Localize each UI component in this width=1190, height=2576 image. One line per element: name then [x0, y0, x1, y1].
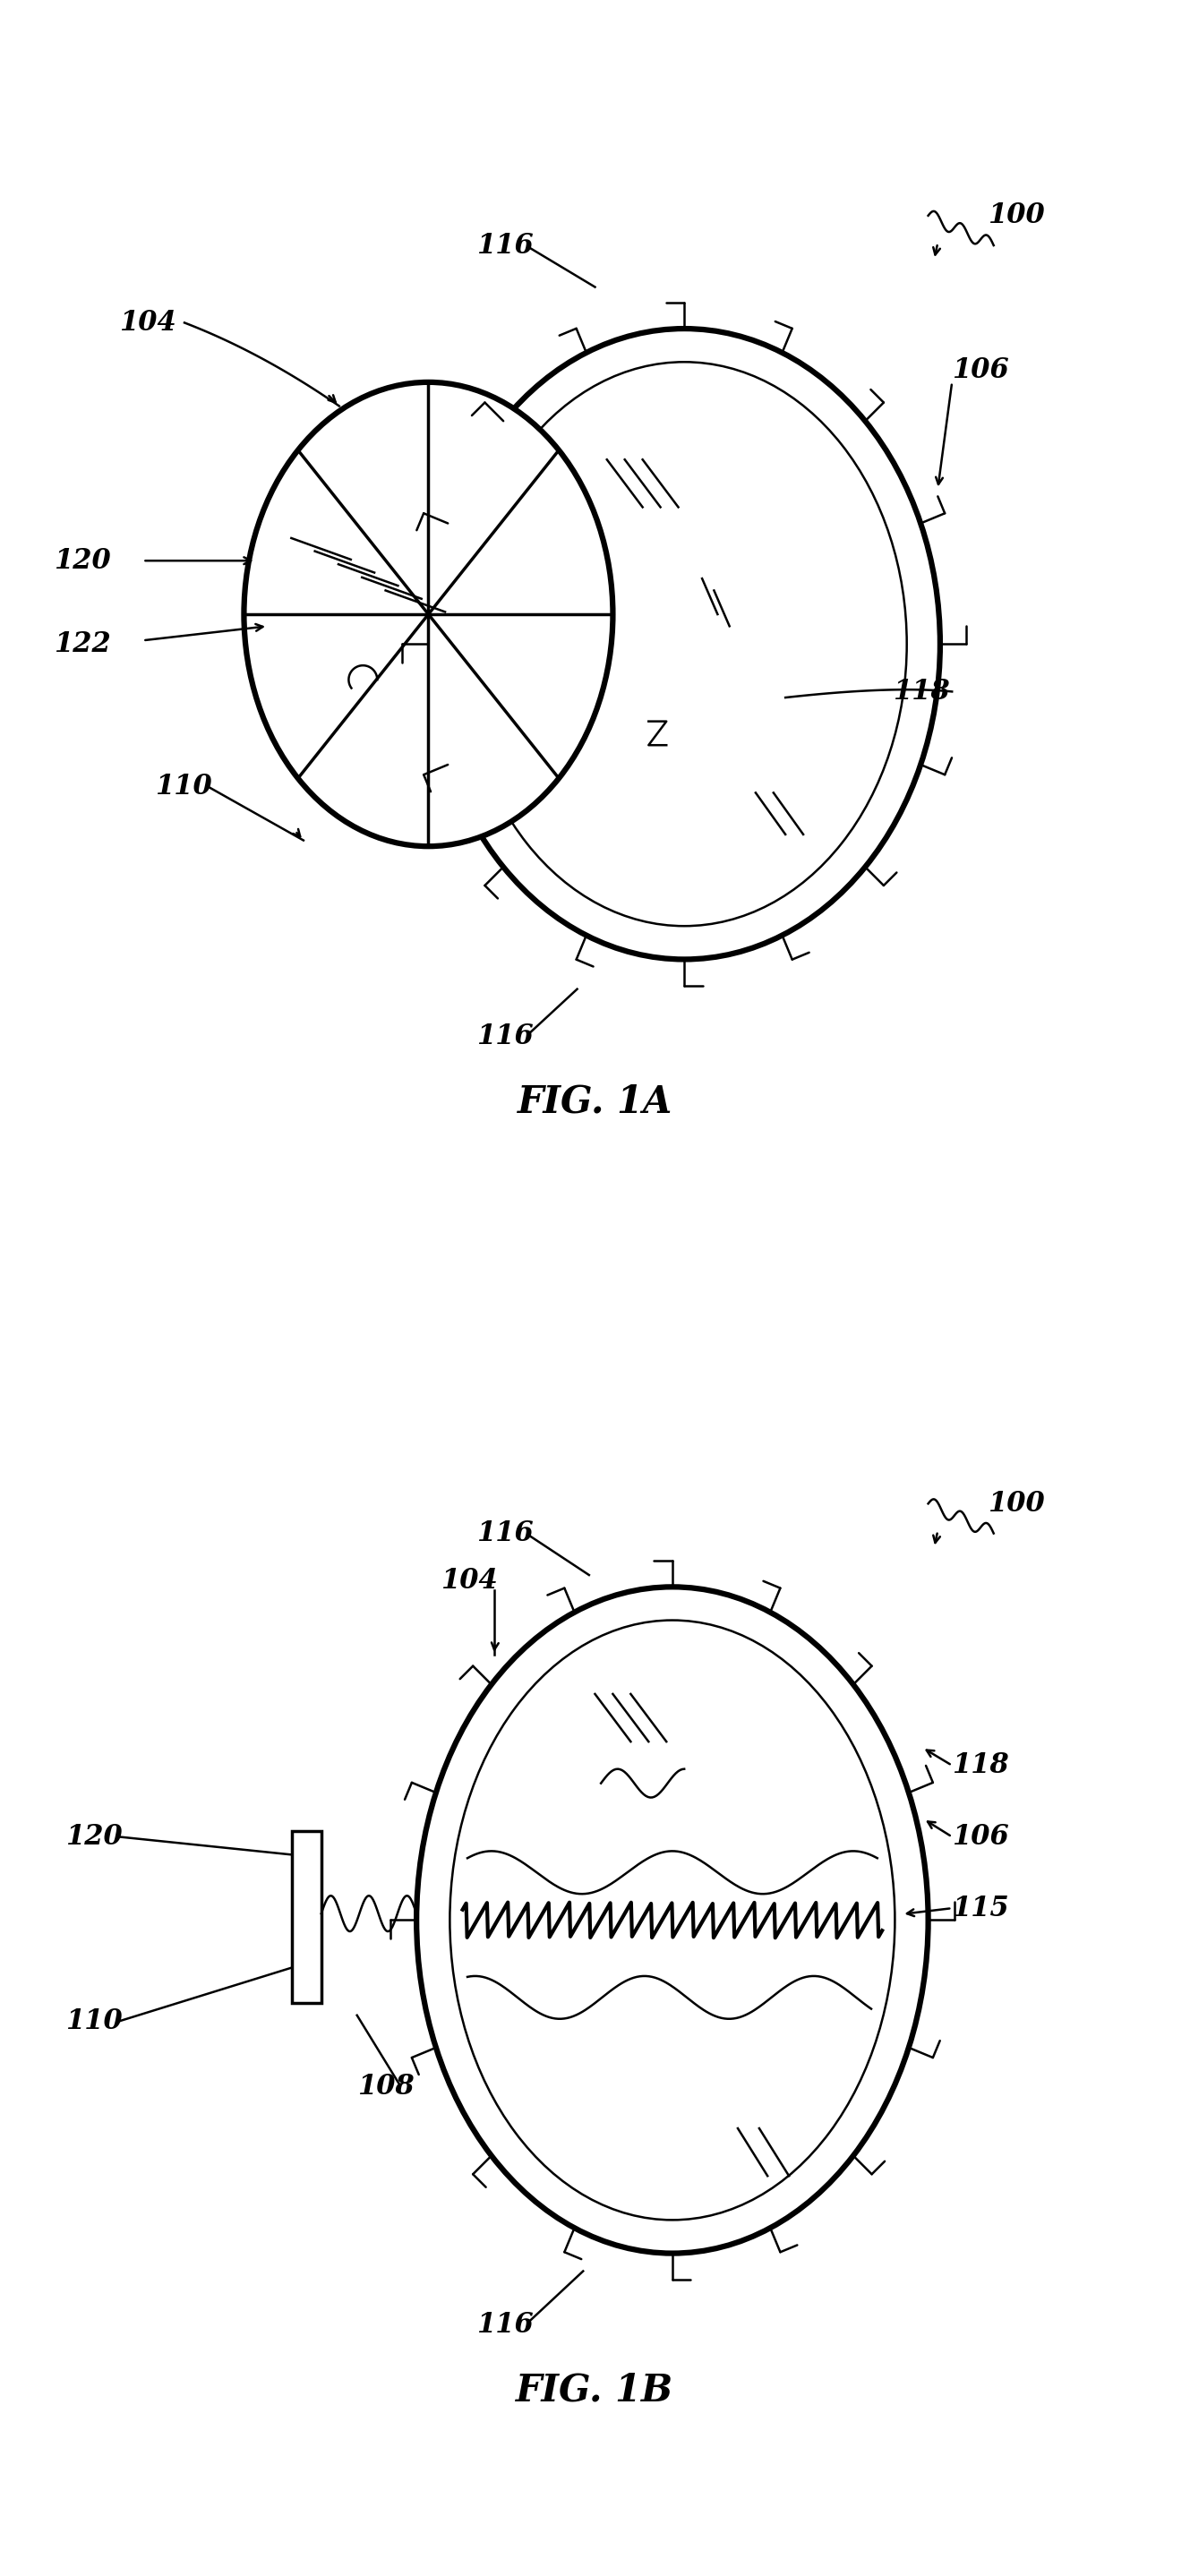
Text: FIG. 1B: FIG. 1B [516, 2372, 674, 2409]
Text: 100: 100 [988, 201, 1045, 229]
Text: 104: 104 [119, 309, 176, 337]
Text: 106: 106 [952, 1824, 1009, 1850]
Text: 118: 118 [952, 1752, 1009, 1780]
Text: 116: 116 [476, 1023, 533, 1051]
Ellipse shape [428, 330, 940, 958]
Text: 120: 120 [54, 546, 111, 574]
Text: 100: 100 [988, 1489, 1045, 1517]
Text: 118: 118 [892, 677, 950, 706]
Text: 108: 108 [357, 2074, 414, 2099]
Text: 116: 116 [476, 2311, 533, 2339]
Text: 115: 115 [952, 1893, 1009, 1922]
Text: 116: 116 [476, 232, 533, 260]
Text: FIG. 1A: FIG. 1A [518, 1084, 672, 1121]
Text: 120: 120 [65, 1824, 123, 1850]
Text: 116: 116 [476, 1520, 533, 1548]
Text: 106: 106 [952, 355, 1009, 384]
Ellipse shape [244, 381, 613, 848]
Ellipse shape [416, 1587, 928, 2254]
Text: 104: 104 [440, 1566, 497, 1595]
Text: 122: 122 [54, 631, 111, 657]
Text: 110: 110 [65, 2007, 123, 2035]
Bar [292, 1832, 321, 2004]
Text: 110: 110 [155, 773, 212, 801]
